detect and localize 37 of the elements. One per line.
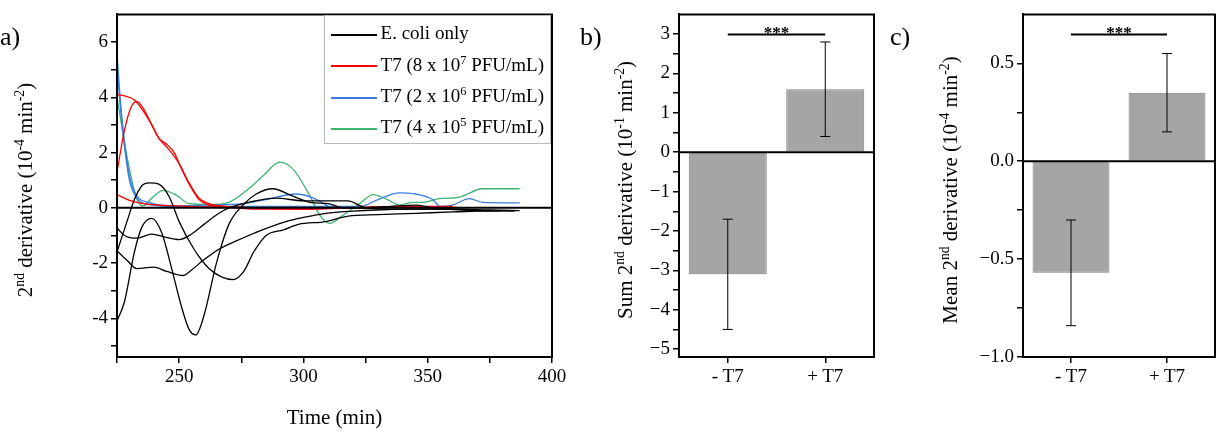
- y-tick-label: −4: [649, 297, 671, 319]
- y-tick-label: 2: [98, 140, 108, 162]
- y-tick-label: 4: [98, 85, 109, 107]
- text: a): [0, 22, 21, 52]
- y-tick-label: 0.5: [990, 51, 1014, 73]
- text: b): [580, 22, 602, 52]
- annotation: ***: [1106, 23, 1132, 43]
- text: c): [890, 22, 911, 52]
- y-tick-label: -4: [92, 306, 109, 328]
- annotation: ***: [763, 23, 790, 43]
- y-tick-label: −0.5: [979, 247, 1014, 269]
- x-tick-label: + T7: [1148, 365, 1186, 387]
- x-tick-label: 250: [164, 365, 194, 387]
- legend-label: T7 (2 x 10$^{6}$ PFU/mL): [380, 83, 544, 107]
- y-tick-label: 0: [660, 140, 670, 162]
- y-tick-label: 0: [98, 195, 108, 217]
- legend-label: E. coli only: [380, 22, 469, 44]
- x-tick-label: - T7: [711, 365, 744, 387]
- y-tick-label: −1.0: [979, 344, 1014, 366]
- y-tick-label: −3: [649, 258, 670, 280]
- y-tick-label: 1: [660, 100, 670, 122]
- legend-label: T7 (8 x 10$^{7}$ PFU/mL): [380, 52, 544, 75]
- y-tick-label: 2: [660, 61, 670, 83]
- x-tick-label: 400: [537, 365, 567, 387]
- x-tick-label: - T7: [1055, 365, 1087, 387]
- x-tick-label: 350: [413, 365, 442, 387]
- x-axis-title: Time (min): [286, 405, 383, 430]
- y-tick-label: 0.0: [990, 149, 1014, 171]
- legend-label: T7 (4 x 10$^{5}$ PFU/mL): [380, 115, 544, 138]
- y-tick-label: −1: [649, 179, 670, 201]
- y-tick-label: −5: [649, 337, 670, 359]
- x-tick-label: + T7: [807, 365, 844, 387]
- y-tick-label: -2: [92, 251, 108, 273]
- x-tick-label: 300: [289, 365, 318, 387]
- y-tick-label: −2: [649, 218, 670, 240]
- y-tick-label: 6: [98, 30, 108, 52]
- y-tick-label: 3: [660, 22, 670, 44]
